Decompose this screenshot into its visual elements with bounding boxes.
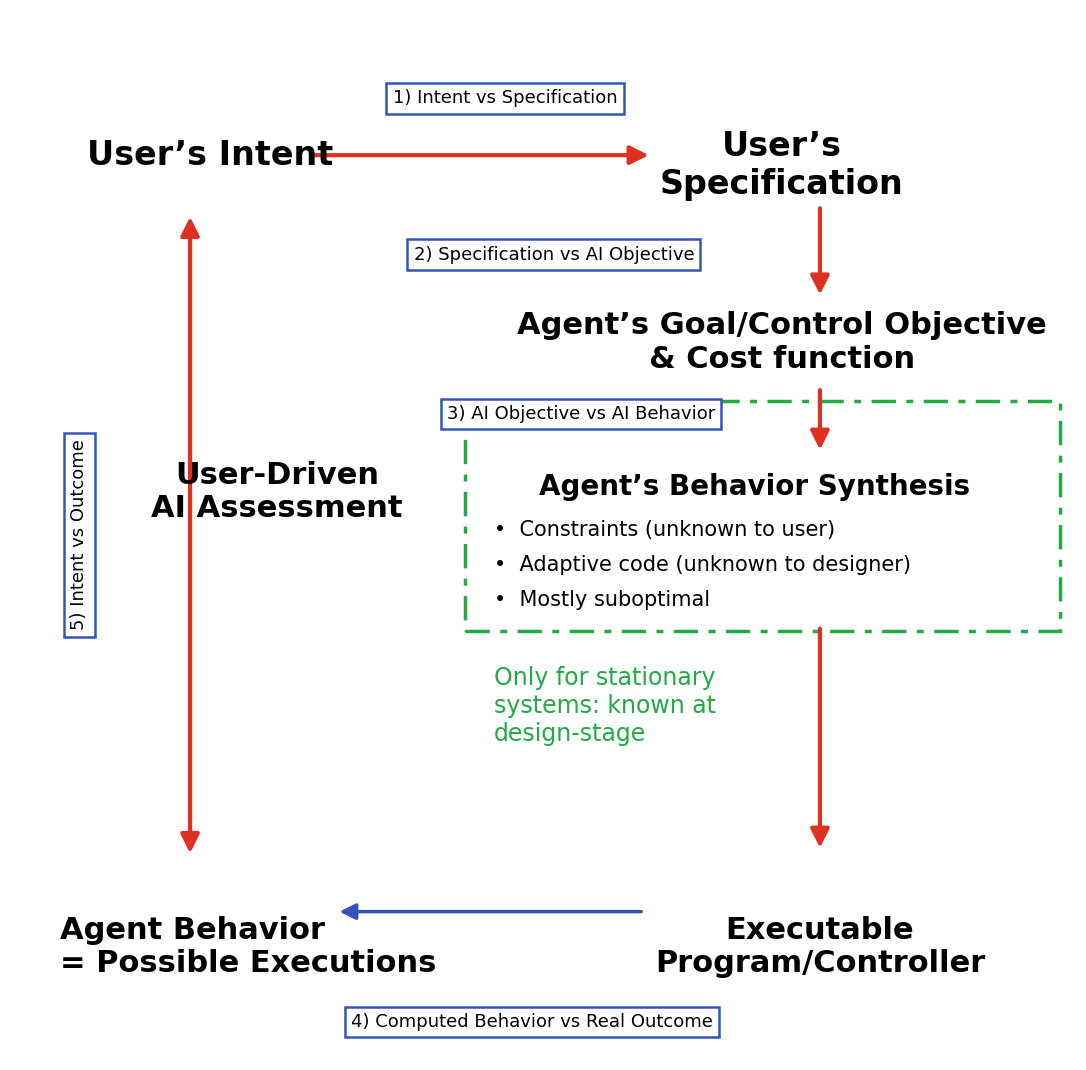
FancyBboxPatch shape — [465, 401, 1060, 631]
Text: User-Driven
AI Assessment: User-Driven AI Assessment — [151, 461, 403, 523]
Text: Agent Behavior
= Possible Executions: Agent Behavior = Possible Executions — [60, 916, 437, 978]
Text: Only for stationary
systems: known at
design-stage: Only for stationary systems: known at de… — [494, 667, 716, 746]
Text: User’s
Specification: User’s Specification — [660, 131, 904, 201]
Text: User’s Intent: User’s Intent — [87, 139, 333, 171]
Text: 4) Computed Behavior vs Real Outcome: 4) Computed Behavior vs Real Outcome — [351, 1013, 714, 1030]
Text: •  Mostly suboptimal: • Mostly suboptimal — [494, 591, 710, 610]
Text: 2) Specification vs AI Objective: 2) Specification vs AI Objective — [414, 246, 694, 263]
Text: Agent’s Goal/Control Objective
& Cost function: Agent’s Goal/Control Objective & Cost fu… — [517, 311, 1047, 373]
Text: 1) Intent vs Specification: 1) Intent vs Specification — [393, 90, 617, 107]
Text: Agent’s Behavior Synthesis: Agent’s Behavior Synthesis — [540, 473, 970, 501]
Text: 3) AI Objective vs AI Behavior: 3) AI Objective vs AI Behavior — [446, 406, 716, 423]
Text: Executable
Program/Controller: Executable Program/Controller — [655, 916, 985, 978]
Text: •  Adaptive code (unknown to designer): • Adaptive code (unknown to designer) — [494, 555, 911, 575]
Text: 5) Intent vs Outcome: 5) Intent vs Outcome — [71, 440, 88, 630]
Text: •  Constraints (unknown to user): • Constraints (unknown to user) — [494, 520, 835, 539]
